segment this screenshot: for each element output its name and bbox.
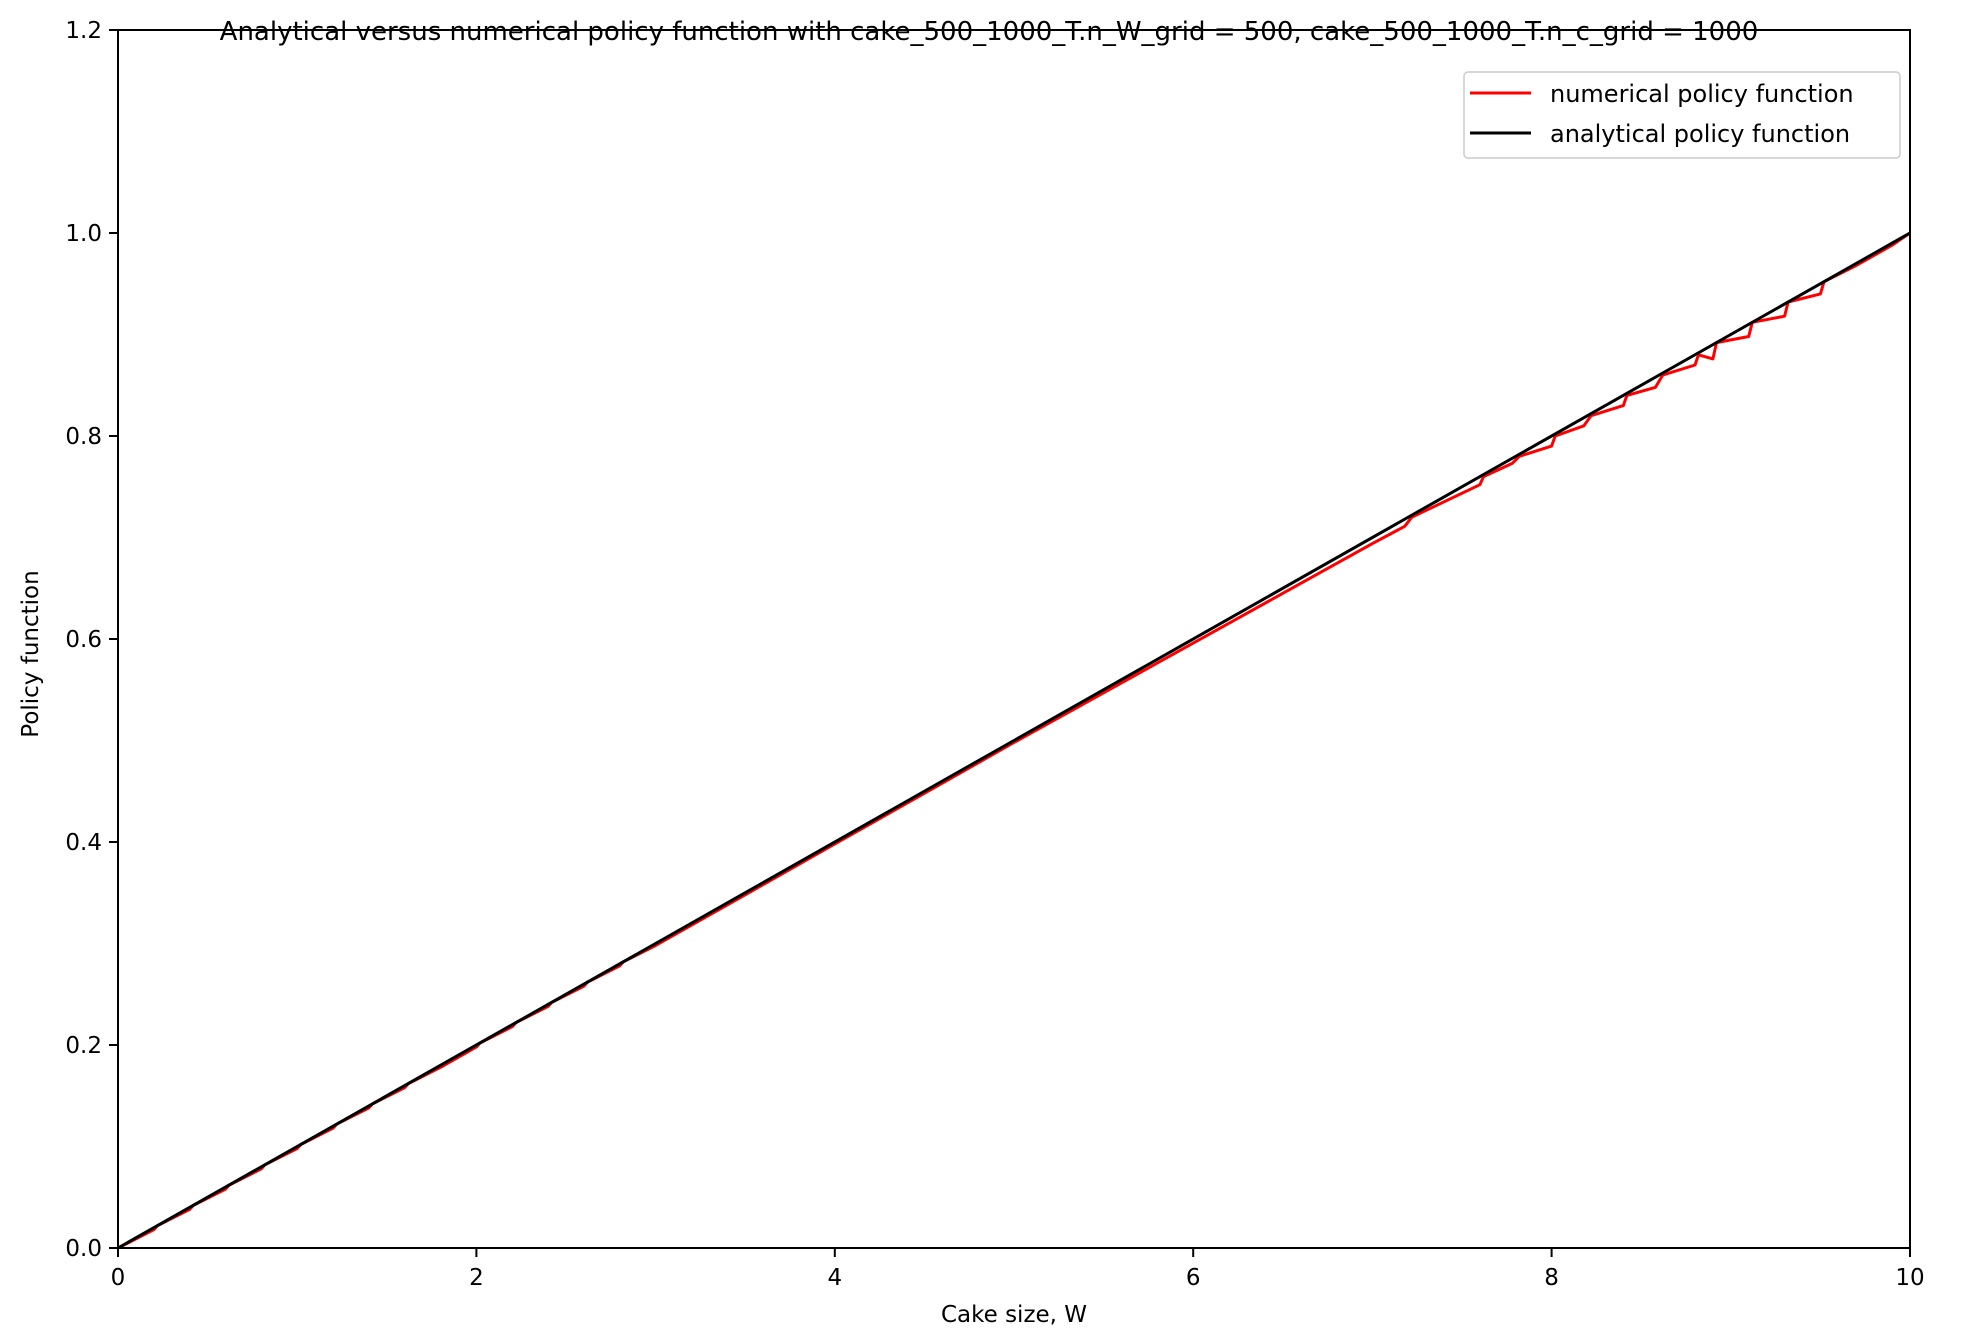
y-tick-label: 1.2 <box>65 18 102 44</box>
series-line-analytical <box>117 231 1911 1250</box>
x-axis-ticks: 0 2 4 6 8 10 <box>111 1248 1925 1291</box>
y-axis-ticks: 0.0 0.2 0.4 0.6 0.8 1.0 1.2 <box>65 18 118 1262</box>
plot-lines <box>117 231 1911 1250</box>
legend-label-analytical: analytical policy function <box>1550 120 1850 148</box>
y-tick-label: 0.8 <box>65 424 102 450</box>
legend-box <box>1463 71 1901 159</box>
x-tick-label: 8 <box>1544 1265 1559 1291</box>
y-tick-label: 0.6 <box>65 627 102 653</box>
y-axis-label: Policy function <box>18 570 44 737</box>
y-tick-label: 0.0 <box>65 1236 102 1262</box>
chart-title: Analytical versus numerical policy funct… <box>220 17 1759 47</box>
y-tick-label: 0.2 <box>65 1033 102 1059</box>
x-tick-label: 6 <box>1186 1265 1201 1291</box>
x-tick-label: 4 <box>827 1265 842 1291</box>
x-tick-label: 2 <box>469 1265 484 1291</box>
x-axis-label: Cake size, W <box>941 1302 1087 1328</box>
y-tick-label: 0.4 <box>65 830 102 856</box>
y-tick-label: 1.0 <box>65 221 102 247</box>
x-tick-label: 0 <box>111 1265 126 1291</box>
x-tick-label: 10 <box>1895 1265 1924 1291</box>
legend: numerical policy function analytical pol… <box>1463 71 1901 159</box>
legend-label-numerical: numerical policy function <box>1550 80 1854 108</box>
